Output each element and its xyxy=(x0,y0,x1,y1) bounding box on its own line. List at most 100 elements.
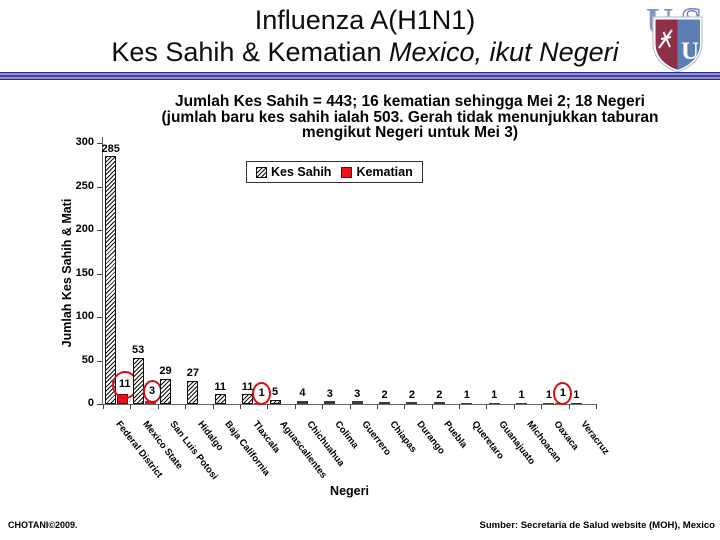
x-category-label: San Luis Potosi xyxy=(167,419,221,482)
death-circle-annotation xyxy=(553,382,573,405)
x-tick-mark xyxy=(486,404,488,409)
case-bar xyxy=(187,380,199,404)
legend-item-kes-sahih: Kes Sahih xyxy=(256,165,331,179)
case-value-label: 2 xyxy=(408,388,416,401)
x-tick-mark xyxy=(212,404,214,409)
x-tick-mark xyxy=(568,404,570,409)
title-divider-rule xyxy=(0,72,720,80)
case-bar xyxy=(488,402,500,404)
x-tick-mark xyxy=(431,404,433,409)
x-tick-mark xyxy=(239,404,241,409)
case-bar xyxy=(324,401,336,404)
case-bar xyxy=(543,402,555,404)
case-value-label: 29 xyxy=(159,365,172,378)
y-tick-mark xyxy=(97,230,102,231)
case-bar xyxy=(351,401,363,404)
chart-subtitle: Jumlah Kes Sahih = 443; 16 kematian sehi… xyxy=(98,94,720,141)
case-value-label: 2 xyxy=(381,388,388,401)
y-tick-label: 150 xyxy=(75,266,94,279)
case-bar xyxy=(570,402,582,404)
x-tick-mark xyxy=(294,404,296,409)
x-tick-mark xyxy=(513,404,515,409)
x-tick-mark xyxy=(349,404,351,409)
case-bar xyxy=(461,402,473,404)
title-line1: Influenza A(H1N1) xyxy=(10,4,720,36)
x-tick-mark xyxy=(157,404,159,409)
subtitle-line3: mengikut Negeri untuk Mei 3) xyxy=(301,124,519,142)
case-value-label: 2 xyxy=(436,388,443,401)
legend-item-kematian: Kematian xyxy=(341,165,413,179)
x-tick-mark xyxy=(103,404,104,409)
case-bar xyxy=(406,402,418,404)
legend-swatch-kematian xyxy=(341,166,353,178)
y-axis-line xyxy=(102,137,103,405)
y-tick-mark xyxy=(97,273,102,275)
case-value-label: 4 xyxy=(299,387,306,400)
case-bar xyxy=(379,402,391,404)
subtitle-line2: (jumlah baru kes sahih ialah 503. Gerah … xyxy=(161,108,659,126)
y-tick-label: 300 xyxy=(75,136,94,148)
case-bar xyxy=(296,400,308,404)
case-value-label: 1 xyxy=(573,389,580,401)
title-line2-normal: Kes Sahih & Kematian xyxy=(111,37,390,67)
x-category-label: Puebla xyxy=(441,419,470,451)
case-value-label: 53 xyxy=(131,344,145,357)
y-tick-mark xyxy=(97,404,102,405)
x-tick-mark xyxy=(541,404,543,409)
y-tick-mark xyxy=(97,360,102,362)
case-bar xyxy=(105,156,117,404)
death-circle-annotation xyxy=(252,382,272,405)
case-bar xyxy=(269,399,281,404)
logo-emblem xyxy=(658,29,673,49)
x-axis-title: Negeri xyxy=(330,484,369,498)
legend-label: Kes Sahih xyxy=(271,165,332,179)
case-bar xyxy=(132,357,144,404)
case-value-label: 1 xyxy=(545,389,552,401)
y-tick-label: 50 xyxy=(81,353,94,366)
legend-swatch-kes-sahih xyxy=(256,166,267,178)
usu-shield-logo: U S U xyxy=(646,1,703,73)
legend-label: Kematian xyxy=(356,165,413,179)
case-bar xyxy=(214,394,226,404)
y-tick-mark xyxy=(97,317,102,318)
x-category-label: Veracruz xyxy=(578,419,612,457)
case-value-label: 3 xyxy=(326,387,333,400)
x-category-label: Aguascalientes xyxy=(277,419,329,481)
y-tick-label: 250 xyxy=(75,179,94,192)
case-value-label: 5 xyxy=(271,386,279,399)
case-value-label: 285 xyxy=(101,142,120,155)
case-value-label: 1 xyxy=(463,389,470,401)
logo-shield-blue xyxy=(677,19,700,70)
case-bar xyxy=(433,402,445,404)
footer-source: Sumber: Secretaria de Salud website (MOH… xyxy=(479,520,715,531)
case-value-label: 27 xyxy=(186,367,199,379)
death-circle-annotation xyxy=(142,380,162,404)
x-tick-mark xyxy=(267,404,269,409)
case-bar xyxy=(516,402,528,404)
y-tick-label: 0 xyxy=(87,397,94,409)
case-value-label: 11 xyxy=(214,380,227,393)
case-value-label: 11 xyxy=(241,380,254,393)
logo-letter-u-shield: U xyxy=(681,38,699,65)
x-tick-mark xyxy=(596,404,597,409)
chart-legend: Kes Sahih Kematian xyxy=(246,161,423,183)
title-line2-italic: Mexico, ikut Negeri xyxy=(389,37,619,67)
x-category-label: Colima xyxy=(332,419,361,451)
footer-author: CHOTANI©2009. xyxy=(8,520,78,530)
x-tick-mark xyxy=(404,404,406,409)
slide-title: Influenza A(H1N1) Kes Sahih & Kematian M… xyxy=(10,4,720,68)
y-tick-mark xyxy=(97,186,102,188)
title-line1-text: Influenza A(H1N1) xyxy=(254,5,476,35)
y-tick-label: 200 xyxy=(75,223,94,235)
subtitle-line1: Jumlah Kes Sahih = 443; 16 kematian sehi… xyxy=(175,93,645,110)
x-tick-mark xyxy=(459,404,461,409)
title-line2: Kes Sahih & Kematian Mexico, ikut Negeri xyxy=(10,36,720,68)
x-tick-mark xyxy=(130,404,132,409)
case-bar xyxy=(159,378,171,404)
y-tick-label: 100 xyxy=(75,310,94,322)
y-tick-mark xyxy=(97,143,102,144)
case-value-label: 1 xyxy=(518,389,525,401)
x-tick-mark xyxy=(185,404,187,409)
